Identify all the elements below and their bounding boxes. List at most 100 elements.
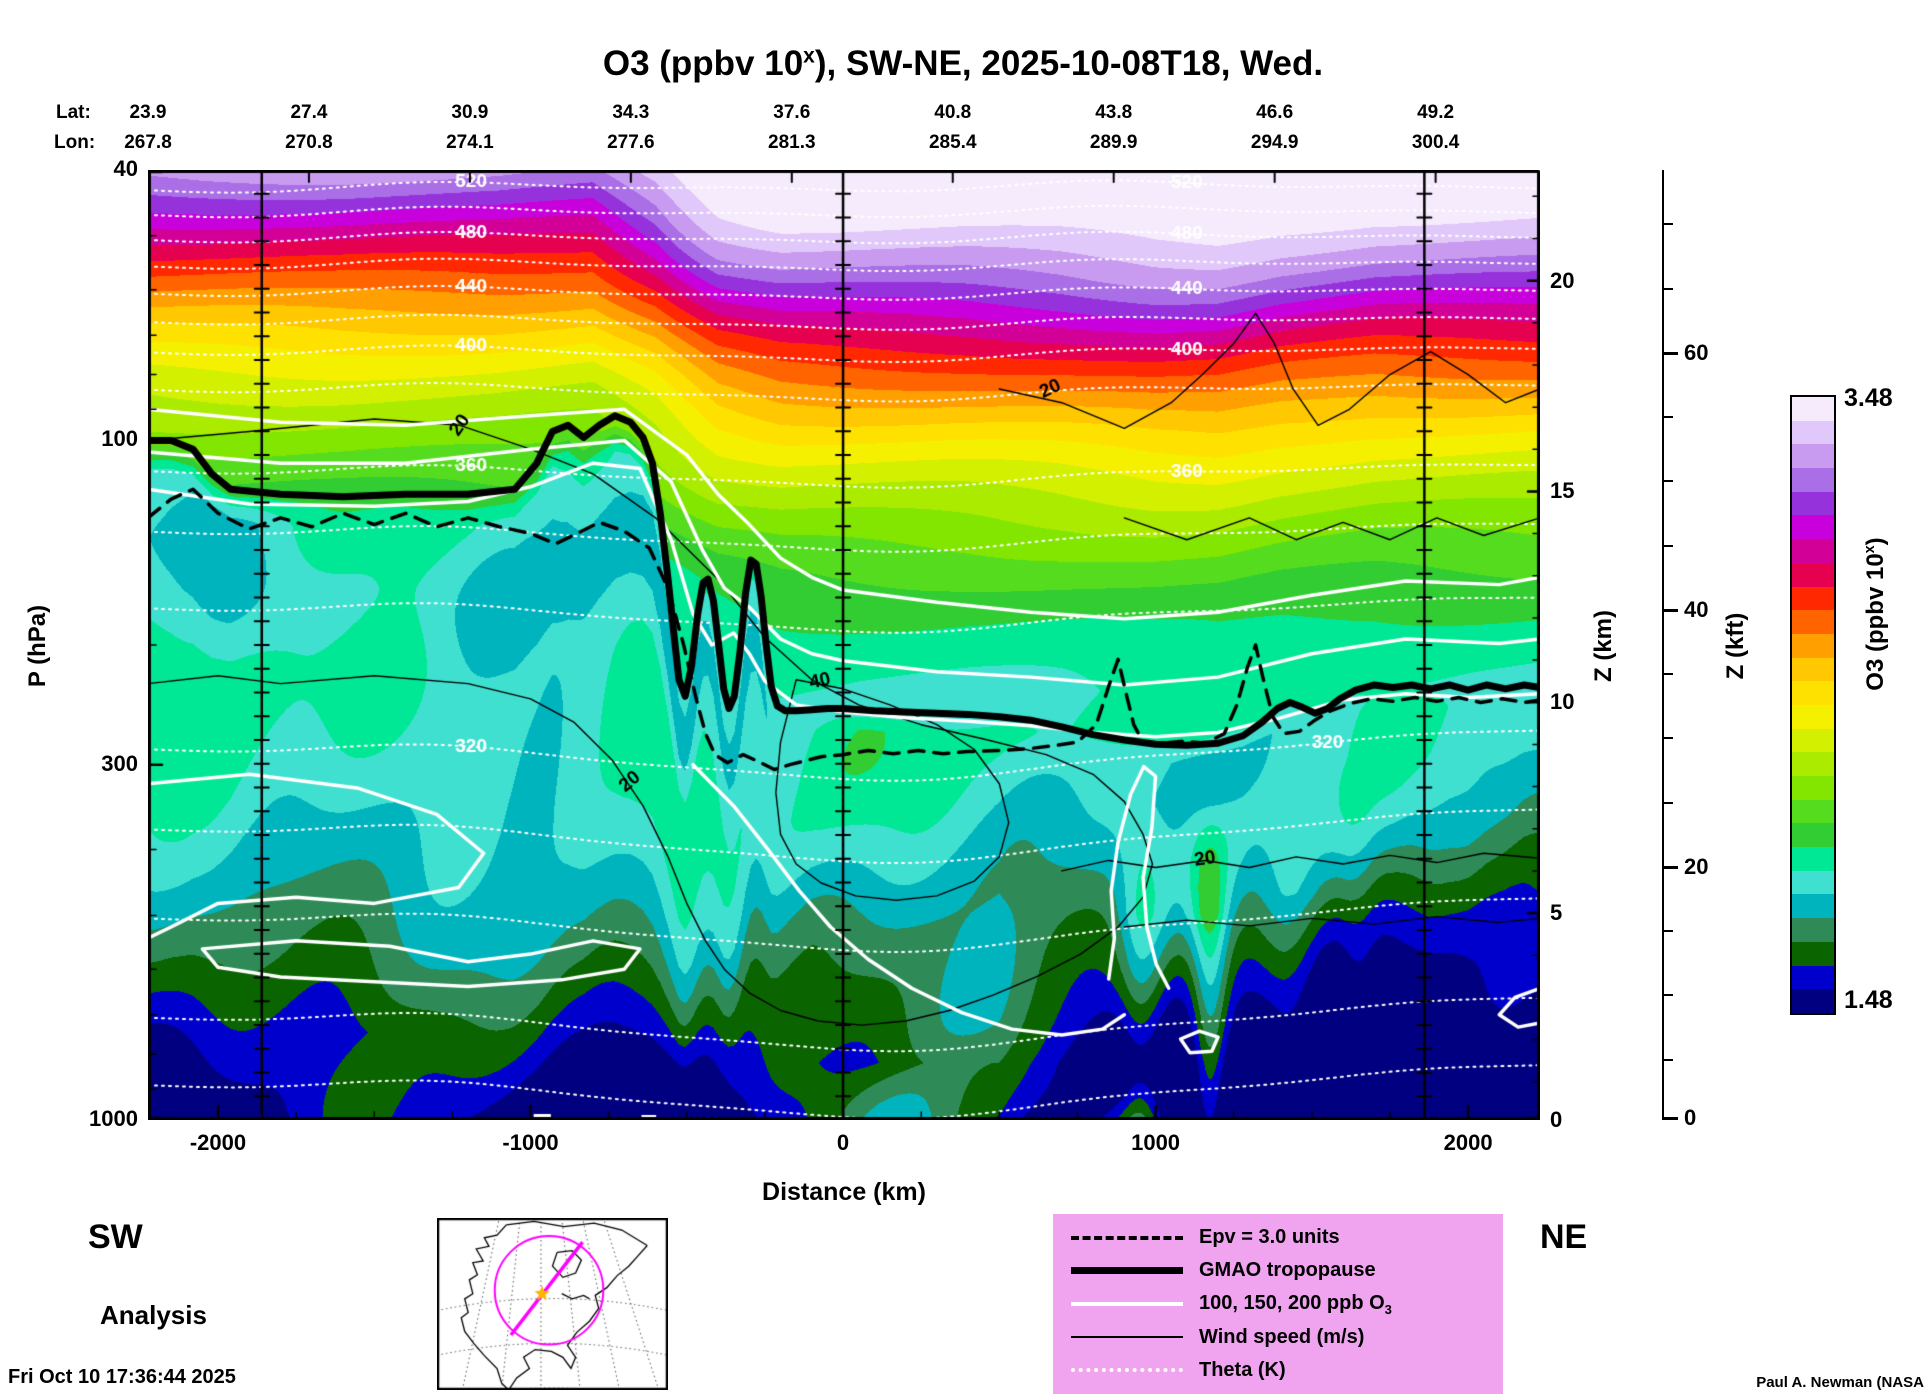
colorbar-band <box>1792 918 1834 942</box>
distance-tick-label: -2000 <box>189 1130 247 1155</box>
z-kft-axis-title: Z (kft) <box>1722 612 1749 680</box>
colorbar-band <box>1792 633 1834 658</box>
colorbar-band <box>1792 847 1834 871</box>
colorbar-band <box>1792 491 1834 516</box>
distance-tick-label: 0 <box>836 1130 850 1155</box>
lat-value: 30.9 <box>451 102 489 123</box>
legend-item: GMAO tropopause <box>1071 1259 1485 1283</box>
legend-item-label: 100, 150, 200 ppb O3 <box>1199 1291 1392 1317</box>
lat-value: 40.8 <box>934 102 972 123</box>
z-kft-tick-label: 60 <box>1684 339 1709 365</box>
lon-value: 289.9 <box>1089 132 1138 153</box>
colorbar-band <box>1792 468 1834 492</box>
colorbar-band <box>1792 894 1834 919</box>
lat-value: 43.8 <box>1095 102 1133 123</box>
credit-label: Paul A. Newman (NASA <box>1756 1374 1924 1391</box>
lon-value: 277.6 <box>607 132 655 153</box>
legend-item: Epv = 3.0 units <box>1071 1226 1485 1250</box>
legend-line-sample-thick-black <box>1071 1267 1183 1275</box>
pressure-tick-label: 1000 <box>89 1106 138 1131</box>
legend-item-label: Wind speed (m/s) <box>1199 1325 1365 1348</box>
z-kft-tick-label: 0 <box>1684 1105 1697 1130</box>
lon-value: 274.1 <box>446 132 494 153</box>
z-km-tick-label: 10 <box>1550 689 1575 715</box>
lat-value: 23.9 <box>129 102 167 123</box>
colorbar-band <box>1792 704 1834 729</box>
z-kft-tick <box>1664 480 1673 483</box>
z-kft-tick <box>1664 544 1673 547</box>
colorbar-max-label: 3.48 <box>1844 384 1893 412</box>
lon-value: 267.8 <box>124 132 172 153</box>
distance-tick-label: -1000 <box>502 1130 559 1155</box>
colorbar-band <box>1792 420 1834 445</box>
legend-line-sample-dashed-black <box>1071 1235 1183 1240</box>
colorbar-band <box>1792 444 1834 469</box>
colorbar-band <box>1792 870 1834 895</box>
lat-value: 46.6 <box>1256 102 1294 123</box>
colorbar-band <box>1792 657 1834 682</box>
lat-value: 37.6 <box>773 102 811 123</box>
z-kft-tick <box>1664 1058 1673 1061</box>
legend-line-sample-thin-black <box>1071 1336 1183 1339</box>
legend: Epv = 3.0 units GMAO tropopause 100, 150, … <box>1053 1214 1503 1394</box>
lon-value: 281.3 <box>768 132 816 153</box>
colorbar-axis-title: O3 (ppbv 10x) <box>1862 537 1889 691</box>
colorbar-band <box>1792 989 1834 1013</box>
distance-tick-label: 1000 <box>1131 1130 1181 1155</box>
sw-corner-label: SW <box>88 1218 143 1256</box>
z-kft-tick <box>1664 1117 1678 1120</box>
lat-value: 27.4 <box>290 102 328 123</box>
z-kft-tick <box>1664 351 1678 355</box>
z-km-tick-label: 5 <box>1550 900 1563 926</box>
colorbar-band <box>1792 562 1834 587</box>
distance-tick-label: 2000 <box>1443 1130 1493 1155</box>
z-km-tick-label: 15 <box>1550 478 1575 504</box>
colorbar-band <box>1792 776 1834 800</box>
generation-timestamp: Fri Oct 10 17:36:44 2025 <box>8 1366 236 1388</box>
colorbar-band <box>1792 586 1834 611</box>
colorbar-band <box>1792 965 1834 990</box>
lon-value: 285.4 <box>928 132 977 153</box>
colorbar <box>1790 395 1836 1015</box>
colorbar-band <box>1792 539 1834 563</box>
pressure-tick-label: 40 <box>113 156 138 181</box>
lon-value: 294.9 <box>1250 132 1299 153</box>
colorbar-band <box>1792 752 1834 776</box>
z-kft-tick <box>1664 865 1678 869</box>
colorbar-band <box>1792 728 1834 753</box>
z-km-tick-label: 20 <box>1550 267 1575 293</box>
legend-item: Theta (K) <box>1071 1358 1485 1382</box>
analysis-label: Analysis <box>100 1300 207 1330</box>
legend-item-label: Epv = 3.0 units <box>1199 1226 1340 1249</box>
z-kft-tick <box>1664 930 1673 933</box>
lat-value: 34.3 <box>612 102 650 123</box>
z-km-tick-label: 0 <box>1550 1107 1563 1132</box>
colorbar-band <box>1792 799 1834 824</box>
ne-corner-label: NE <box>1540 1218 1588 1256</box>
legend-item: Wind speed (m/s) <box>1071 1326 1485 1350</box>
page-title: O3 (ppbv 10x), SW-NE, 2025-10-08T18, Wed… <box>602 44 1324 83</box>
z-kft-tick <box>1664 287 1673 290</box>
legend-item-label: GMAO tropopause <box>1199 1259 1376 1282</box>
colorbar-band <box>1792 681 1834 705</box>
colorbar-band <box>1792 823 1834 848</box>
lat-value: 49.2 <box>1417 102 1455 123</box>
z-kft-tick-label: 40 <box>1684 596 1709 622</box>
colorbar-band <box>1792 515 1834 540</box>
colorbar-band <box>1792 941 1834 966</box>
transect-map-inset <box>437 1218 668 1390</box>
legend-line-sample-dotted-white <box>1071 1368 1183 1373</box>
z-km-axis-title: Z (km) <box>1590 610 1617 682</box>
z-kft-tick <box>1664 737 1673 740</box>
z-kft-tick <box>1664 223 1673 226</box>
distance-axis-title: Distance (km) <box>762 1178 926 1206</box>
lon-row-label: Lon: <box>54 132 96 153</box>
pressure-tick-label: 300 <box>101 750 138 776</box>
colorbar-min-label: 1.48 <box>1844 986 1893 1014</box>
z-kft-tick <box>1664 994 1673 997</box>
legend-line-sample-thick-white <box>1071 1302 1183 1306</box>
pressure-tick-label: 100 <box>101 426 138 452</box>
z-kft-tick <box>1664 673 1673 676</box>
z-kft-axis <box>1662 170 1664 1120</box>
